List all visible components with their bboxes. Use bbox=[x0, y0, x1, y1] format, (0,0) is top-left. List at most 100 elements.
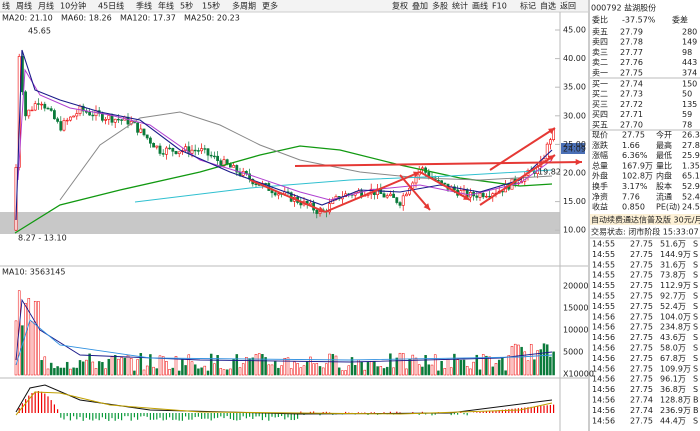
chart-layer bbox=[14, 49, 583, 421]
tool-button[interactable]: 叠加 bbox=[412, 1, 428, 11]
banner[interactable]: 自动续费通达信普及版 30元/月 bbox=[591, 215, 700, 225]
tick-volume: 73.8万 bbox=[660, 271, 686, 280]
tick-time: 14:56 bbox=[592, 416, 615, 425]
book-label: 买四 bbox=[592, 110, 608, 119]
tick-time: 14:55 bbox=[592, 292, 615, 301]
tick-volume: 236.9万 bbox=[660, 406, 691, 415]
candle-body bbox=[200, 148, 204, 152]
volume-bar bbox=[155, 368, 159, 376]
volume-indicator: MA10: 3563145 bbox=[2, 268, 65, 277]
candle-body bbox=[542, 158, 546, 162]
volume-bar bbox=[350, 357, 354, 376]
candle-body bbox=[229, 163, 232, 168]
tool-button[interactable]: F10 bbox=[492, 2, 507, 11]
tool-button[interactable]: 标记 bbox=[520, 1, 536, 11]
toolbar bbox=[0, 0, 588, 12]
candle-body bbox=[49, 108, 53, 111]
tick-side: S bbox=[693, 260, 698, 269]
quote-label: 换手 bbox=[592, 181, 608, 191]
volume-bar bbox=[270, 364, 274, 376]
candle-body bbox=[398, 202, 402, 206]
period-tab[interactable]: 15秒 bbox=[202, 1, 220, 11]
period-tab[interactable]: 10分钟 bbox=[60, 1, 86, 11]
volume-bar bbox=[21, 325, 24, 376]
tool-button[interactable]: 复权 bbox=[392, 1, 408, 11]
volume-bar bbox=[261, 354, 264, 376]
tick-time: 14:55 bbox=[592, 271, 615, 280]
volume-bar bbox=[190, 361, 194, 376]
period-tab[interactable]: 月线 bbox=[38, 1, 54, 11]
volume-axis-label: X10000 bbox=[563, 370, 594, 379]
volume-bar bbox=[510, 345, 514, 376]
highlight-band bbox=[0, 212, 560, 234]
book-volume: 135 bbox=[682, 100, 697, 109]
tick-time: 14:55 bbox=[592, 260, 615, 269]
candle-body bbox=[27, 109, 31, 117]
period-tab[interactable]: 45日线 bbox=[98, 1, 124, 11]
period-tab[interactable]: 季线 bbox=[136, 1, 152, 11]
book-label: 卖三 bbox=[592, 48, 608, 57]
candle-body bbox=[254, 183, 258, 185]
volume-bar bbox=[241, 363, 245, 376]
volume-bar bbox=[88, 353, 91, 376]
period-tab[interactable]: 年线 bbox=[158, 1, 174, 11]
tick-volume: 58.0万 bbox=[660, 344, 686, 353]
volume-bar bbox=[14, 320, 18, 376]
candle-body bbox=[139, 128, 143, 133]
tick-time: 14:56 bbox=[592, 396, 615, 405]
volume-bar bbox=[238, 367, 242, 376]
quote-value: 26.30 bbox=[682, 131, 700, 140]
volume-bar bbox=[529, 344, 533, 376]
quote-value: 27.75 bbox=[622, 131, 645, 140]
quote-label: 外盘 bbox=[592, 171, 608, 181]
volume-bar bbox=[401, 353, 405, 376]
tick-price: 27.75 bbox=[630, 312, 653, 321]
candle-body bbox=[404, 193, 408, 197]
tool-button[interactable]: 画线 bbox=[472, 1, 488, 11]
volume-bar bbox=[216, 355, 219, 376]
book-label: 卖二 bbox=[592, 58, 608, 67]
tool-button[interactable]: 多股 bbox=[432, 1, 448, 11]
candle-body bbox=[197, 150, 200, 152]
tool-button[interactable]: 自选 bbox=[540, 1, 556, 11]
candle-body bbox=[395, 197, 399, 203]
period-tab[interactable]: 5秒 bbox=[180, 1, 193, 11]
tick-time: 14:55 bbox=[592, 281, 615, 290]
candle-body bbox=[168, 147, 172, 150]
volume-bar bbox=[94, 368, 98, 376]
tick-time: 14:56 bbox=[592, 375, 615, 384]
period-tab[interactable]: 更多 bbox=[262, 1, 278, 11]
candle-body bbox=[308, 202, 312, 205]
volume-bar bbox=[46, 368, 50, 376]
ma-line bbox=[134, 169, 553, 203]
tick-price: 27.75 bbox=[630, 323, 653, 332]
quote-label: 量比 bbox=[656, 160, 672, 170]
period-tab[interactable]: 线 bbox=[2, 1, 10, 11]
tick-volume: 92.7万 bbox=[660, 292, 686, 301]
tick-time: 14:56 bbox=[592, 323, 615, 332]
volume-bar bbox=[293, 361, 296, 376]
candle-body bbox=[145, 134, 149, 139]
tool-button[interactable]: 返回 bbox=[560, 2, 576, 11]
book-volume: 149 bbox=[682, 38, 697, 47]
period-tab[interactable]: 周线 bbox=[16, 1, 32, 11]
quote-label: 股本 bbox=[656, 181, 672, 191]
price-axis-label: 10.00 bbox=[563, 226, 586, 235]
tick-time: 14:55 bbox=[592, 250, 615, 259]
quote-value: 65.1万 bbox=[682, 172, 700, 181]
candle-body bbox=[478, 192, 482, 198]
book-volume: 78 bbox=[682, 120, 692, 129]
tool-button[interactable]: 统计 bbox=[452, 1, 468, 11]
tick-volume: 109.9万 bbox=[660, 364, 691, 373]
candle-body bbox=[33, 103, 37, 111]
volume-bar bbox=[273, 360, 277, 376]
candle-body bbox=[155, 145, 159, 148]
book-volume: 98 bbox=[682, 48, 692, 57]
tick-volume: 36.8万 bbox=[660, 385, 686, 394]
volume-bar bbox=[549, 356, 552, 376]
candle-body bbox=[206, 148, 210, 156]
volume-bar bbox=[229, 368, 232, 376]
book-volume: 280 bbox=[682, 28, 697, 37]
volume-bar bbox=[347, 365, 351, 376]
period-tab[interactable]: 多周期 bbox=[232, 1, 256, 11]
